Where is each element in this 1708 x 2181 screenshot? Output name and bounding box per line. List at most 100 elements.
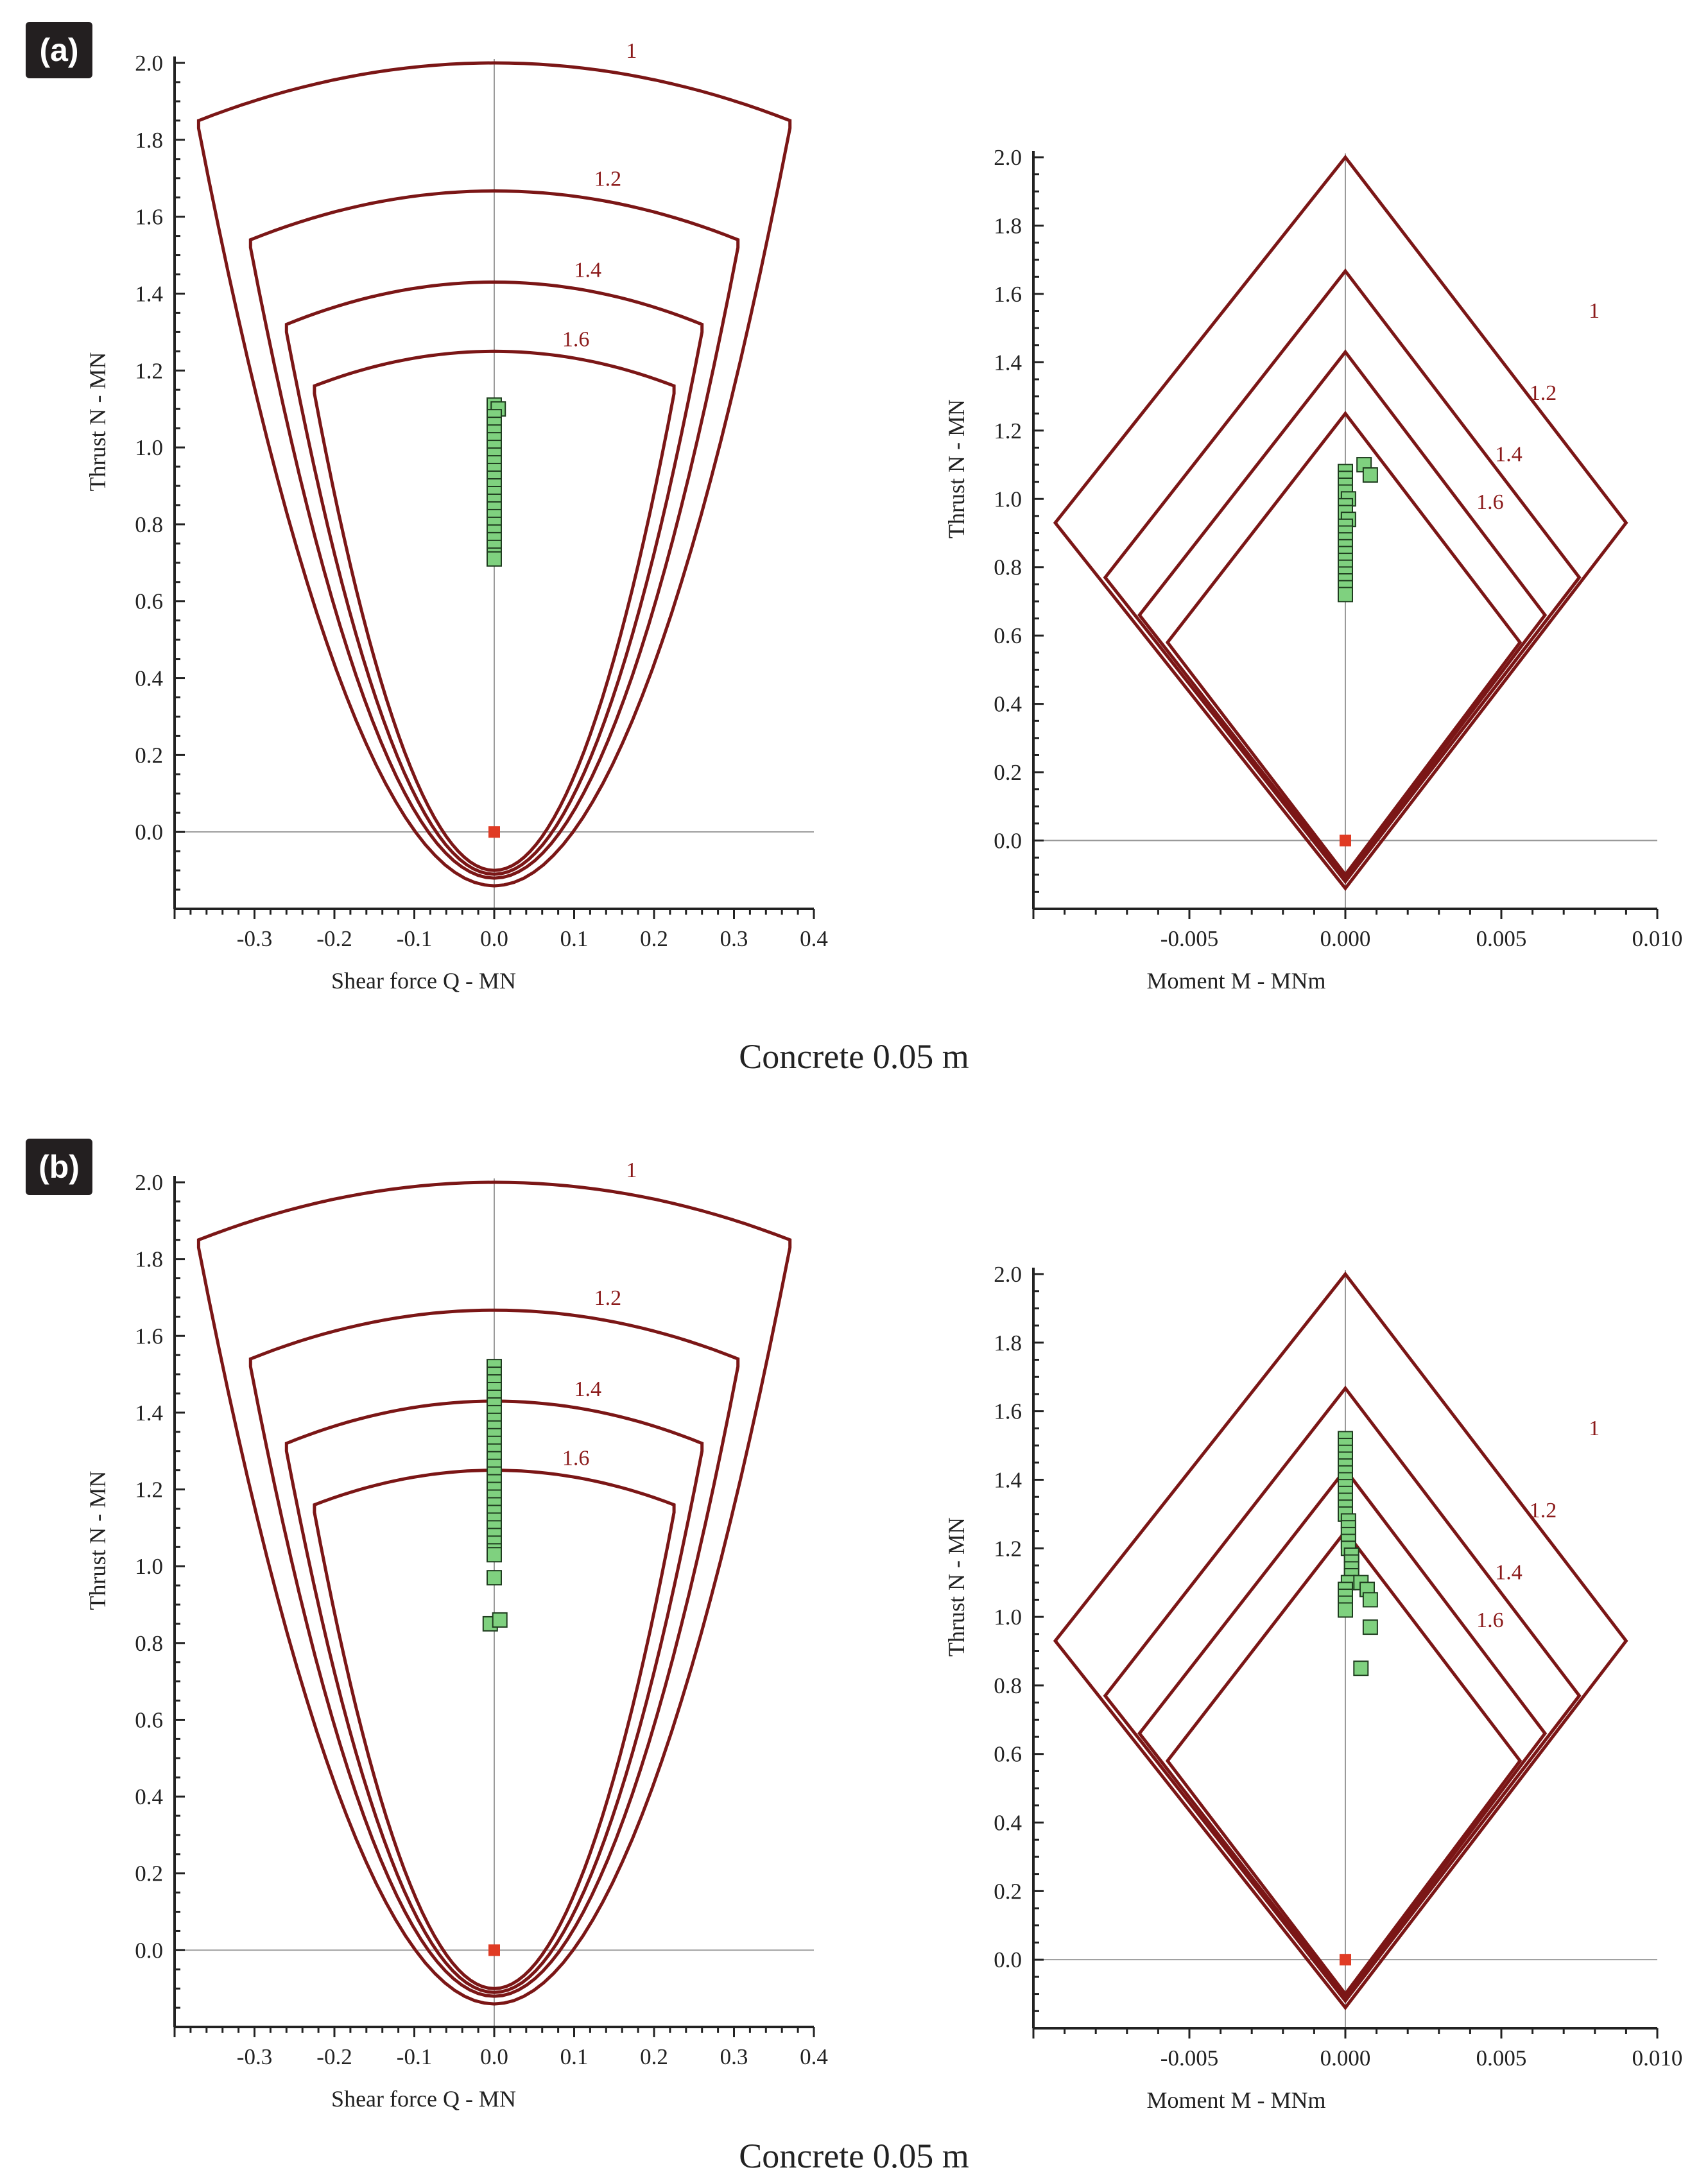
x-tick-label: 0.4 <box>800 926 828 951</box>
x-tick-label: -0.005 <box>1160 2046 1218 2071</box>
y-axis-title: Thrust N - MN <box>944 1517 969 1657</box>
envelope-label: 1.2 <box>594 1286 622 1310</box>
x-tick-label: -0.3 <box>237 926 272 951</box>
y-tick-label: 0.6 <box>994 1742 1022 1767</box>
chart-4: 0.0 0.2 0.4 0.6 0.8 1.0 1.2 1.4 1.6 1.8 2.0 -0.005 0… <box>944 1262 1682 2113</box>
envelope-1.6 <box>313 349 676 872</box>
x-axis-title: Moment M - MNm <box>1147 968 1326 994</box>
x-tick-label: -0.1 <box>397 2044 432 2069</box>
x-tick-label: -0.2 <box>316 926 352 951</box>
envelope-label: 1.6 <box>562 1447 590 1470</box>
y-tick-label: 2.0 <box>994 145 1022 170</box>
x-tick-label: 0.4 <box>800 2044 828 2069</box>
y-tick-label: 1.2 <box>994 1536 1022 1561</box>
envelope-1.2 <box>1103 1385 1582 2004</box>
y-tick-label: 0.0 <box>994 829 1022 854</box>
envelope-label: 1.4 <box>574 1377 602 1401</box>
envelope-1.2 <box>248 189 740 880</box>
y-tick-label: 0.4 <box>994 692 1022 717</box>
envelope-label: 1.4 <box>574 258 602 282</box>
y-tick-label: 1.0 <box>994 1605 1022 1630</box>
envelope-label: 1 <box>1589 299 1600 323</box>
y-tick-label: 1.8 <box>994 1331 1022 1356</box>
x-tick-label: -0.3 <box>237 2044 272 2069</box>
origin-point <box>488 826 500 838</box>
x-tick-label: 0.005 <box>1476 926 1527 951</box>
y-tick-label: 0.8 <box>994 555 1022 580</box>
x-tick-label: 0.0 <box>480 926 508 951</box>
envelope-label: 1.4 <box>1495 1560 1523 1584</box>
data-point <box>487 1570 502 1586</box>
y-tick-label: 1.4 <box>994 350 1022 375</box>
x-tick-label: 0.2 <box>640 2044 668 2069</box>
data-point <box>487 1547 502 1563</box>
envelope-label: 1 <box>1589 1417 1600 1440</box>
y-tick-label: 0.4 <box>135 666 163 691</box>
data-point <box>1362 1592 1378 1608</box>
y-tick-label: 0.4 <box>135 1784 163 1809</box>
x-tick-label: 0.000 <box>1320 2046 1371 2071</box>
y-tick-label: 2.0 <box>135 51 163 76</box>
envelope-1.4 <box>284 1399 704 1994</box>
y-tick-label: 1.4 <box>994 1467 1022 1492</box>
y-axis-title: Thrust N - MN <box>85 352 110 492</box>
envelope-1.4 <box>1137 1467 1548 2001</box>
x-axis-title: Shear force Q - MN <box>331 968 516 994</box>
y-tick-label: 0.6 <box>994 623 1022 648</box>
data-point <box>1353 1660 1369 1677</box>
data-point <box>1362 467 1378 483</box>
y-axis-title: Thrust N - MN <box>944 399 969 539</box>
y-tick-label: 0.6 <box>135 1707 163 1732</box>
y-tick-label: 2.0 <box>994 1262 1022 1287</box>
envelope-label: 1.6 <box>1476 1608 1504 1632</box>
x-tick-label: 0.005 <box>1476 2046 1527 2071</box>
data-point <box>492 1612 508 1628</box>
y-tick-label: 1.6 <box>994 1399 1022 1424</box>
envelope-1.6 <box>1165 1528 1523 1997</box>
caption-b: Concrete 0.05 m <box>739 2137 969 2175</box>
envelope-1 <box>1053 154 1628 892</box>
envelope-label: 1 <box>626 39 637 63</box>
chart-2: 0.0 0.2 0.4 0.6 0.8 1.0 1.2 1.4 1.6 1.8 2.0 -0.005 0… <box>944 145 1682 994</box>
x-axis-title: Shear force Q - MN <box>331 2086 516 2112</box>
y-axis-title: Thrust N - MN <box>85 1471 110 1610</box>
y-tick-label: 0.2 <box>135 1861 163 1886</box>
y-tick-label: 0.2 <box>135 743 163 768</box>
envelope-label: 1.6 <box>562 327 590 351</box>
y-tick-label: 0.4 <box>994 1811 1022 1836</box>
envelope-1.2 <box>248 1308 740 1998</box>
y-tick-label: 1.4 <box>135 281 163 306</box>
caption-a: Concrete 0.05 m <box>739 1037 969 1076</box>
envelope-label: 1.2 <box>1530 1499 1557 1522</box>
chart-1: 0.0 0.2 0.4 0.6 0.8 1.0 1.2 1.4 1.6 1.8 2.0 -0.3 -0.… <box>85 39 828 994</box>
y-tick-label: 1.4 <box>135 1401 163 1426</box>
x-tick-label: 0.3 <box>720 926 748 951</box>
x-tick-label: 0.010 <box>1632 926 1683 951</box>
y-tick-label: 0.0 <box>135 1938 163 1963</box>
y-tick-label: 1.6 <box>135 1323 163 1349</box>
envelope-label: 1 <box>626 1159 637 1182</box>
x-tick-label: 0.1 <box>560 2044 589 2069</box>
y-tick-label: 1.8 <box>994 213 1022 238</box>
origin-point <box>1340 834 1351 847</box>
envelope-label: 1.6 <box>1476 490 1504 514</box>
y-tick-label: 1.2 <box>135 1478 163 1503</box>
y-tick-label: 0.0 <box>994 1947 1022 1972</box>
y-tick-label: 0.6 <box>135 589 163 614</box>
envelope-label: 1.2 <box>594 167 622 191</box>
y-tick-label: 1.2 <box>994 418 1022 444</box>
panel-label-a: (a) <box>26 22 92 78</box>
x-tick-label: 0.1 <box>560 926 589 951</box>
envelope-1 <box>196 1180 792 2006</box>
envelope-1.6 <box>1165 411 1523 877</box>
y-tick-label: 1.0 <box>135 1554 163 1579</box>
y-tick-label: 0.8 <box>135 512 163 537</box>
x-tick-label: 0.2 <box>640 926 668 951</box>
data-point <box>1338 587 1353 603</box>
y-tick-label: 1.6 <box>135 205 163 230</box>
y-tick-label: 0.8 <box>135 1631 163 1656</box>
envelope-1 <box>196 61 792 888</box>
data-point <box>1338 1602 1353 1618</box>
x-tick-label: 0.010 <box>1632 2046 1683 2071</box>
